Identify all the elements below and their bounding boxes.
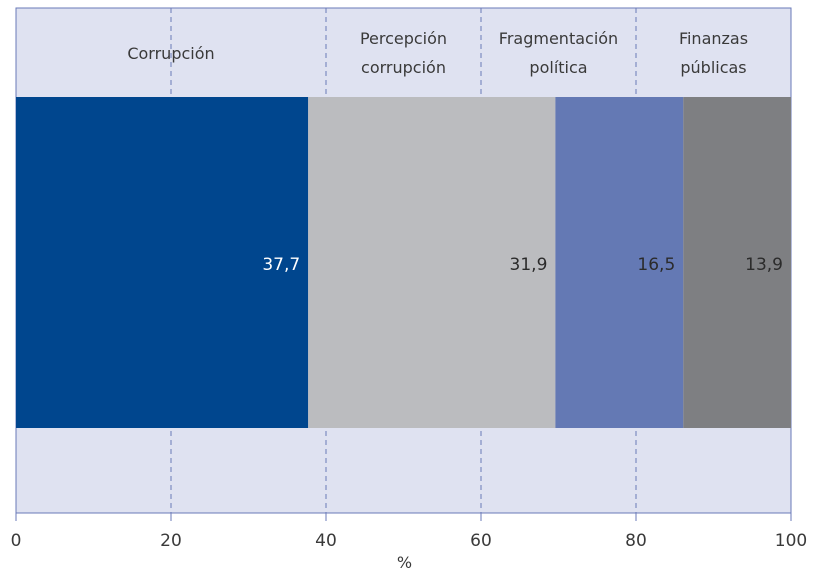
segment-header-label: Fragmentación: [499, 29, 618, 48]
x-tick-label: 100: [775, 531, 807, 551]
x-axis-title: %: [397, 553, 412, 570]
bar-segment-2: [308, 97, 556, 428]
segment-header-label: Corrupción: [127, 44, 214, 63]
value-label: 16,5: [637, 255, 675, 275]
segment-header-label: Finanzas: [679, 29, 748, 48]
x-tick-label: 0: [11, 531, 22, 551]
segment-header-label: públicas: [680, 58, 746, 77]
bar-segments: [16, 97, 791, 428]
x-tick-label: 60: [470, 531, 492, 551]
value-label: 37,7: [262, 255, 300, 275]
segment-header-label: política: [529, 58, 587, 77]
value-label: 31,9: [510, 255, 548, 275]
segment-header-label: corrupción: [361, 58, 446, 77]
bar-segment-3: [555, 97, 684, 428]
value-label: 13,9: [745, 255, 783, 275]
segment-header-label: Percepción: [360, 29, 447, 48]
x-tick-label: 80: [625, 531, 647, 551]
bar-segment-1: [16, 97, 309, 428]
x-tick-label: 40: [315, 531, 337, 551]
x-axis: 0 20 40 60 80 100: [11, 512, 807, 551]
bar-segment-4: [683, 97, 791, 428]
x-tick-label: 20: [160, 531, 182, 551]
segment-headers: Corrupción Percepción corrupción Fragmentac…: [127, 29, 748, 77]
value-labels: 37,7 31,9 16,5 13,9: [262, 255, 783, 275]
